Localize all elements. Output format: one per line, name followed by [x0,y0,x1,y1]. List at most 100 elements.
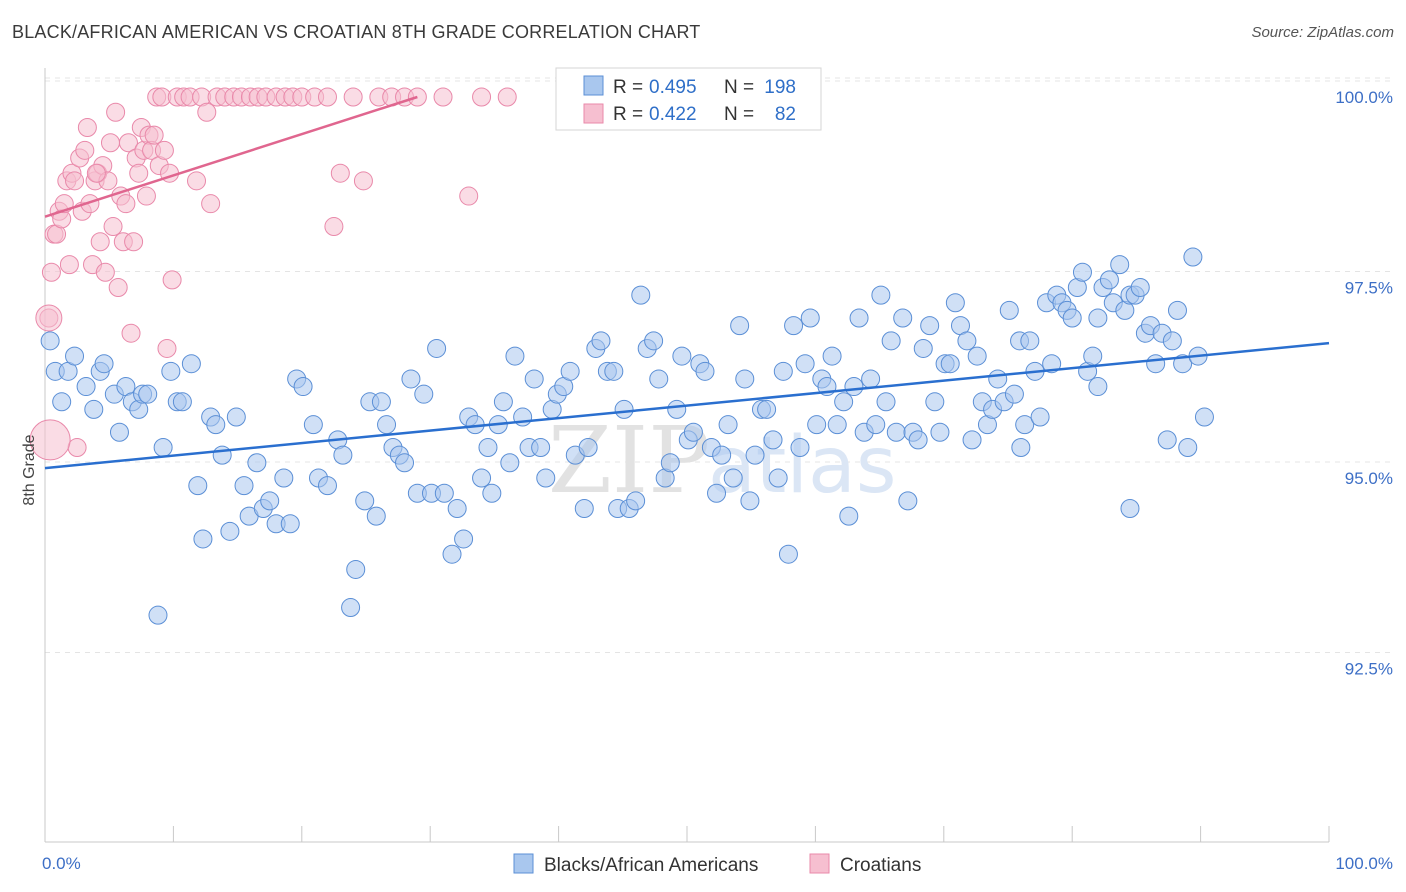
x-tick-label-0: 0.0% [42,854,81,873]
point-blacks-54 [401,369,421,389]
point-croatians-20 [90,232,110,252]
trend-lines [44,95,1330,470]
legend-r-label-1: R = [613,77,643,98]
point-blacks-76 [536,468,556,488]
legend-r-value-1: 0.495 [649,77,697,98]
point-blacks-139 [893,308,913,328]
point-croatians-45 [154,140,174,160]
point-blacks-184 [1130,278,1150,297]
point-blacks-130 [844,377,864,397]
point-blacks-26 [212,445,232,465]
point-blacks-99 [672,346,692,366]
series-croatians-points [29,87,517,461]
point-blacks-189 [1157,430,1177,450]
point-croatians-8 [59,255,79,275]
point-blacks-56 [414,384,434,404]
y-tick-label-0: 100.0% [1335,88,1393,107]
point-croatians-31 [118,133,138,153]
point-blacks-157 [988,369,1008,389]
point-blacks-2 [52,392,72,412]
bottom-legend-label-croatians: Croatians [840,855,921,876]
point-blacks-111 [740,491,760,511]
point-blacks-198 [1011,438,1031,458]
point-blacks-23 [193,529,213,549]
point-croatians-77 [433,87,453,107]
point-blacks-20 [172,392,192,412]
point-blacks-112 [745,445,765,465]
point-blacks-176 [1088,308,1108,328]
point-blacks-109 [730,316,750,336]
point-blacks-140 [898,491,918,511]
point-blacks-82 [574,498,594,518]
point-blacks-117 [773,361,793,381]
point-blacks-44 [341,598,361,618]
point-blacks-85 [591,331,611,351]
point-blacks-36 [280,514,300,534]
point-croatians-33 [124,232,144,252]
point-blacks-163 [1020,331,1040,351]
point-blacks-103 [695,361,715,381]
point-blacks-137 [881,331,901,351]
point-blacks-165 [1030,407,1050,427]
point-croatians-24 [100,133,120,153]
point-croatians-52 [187,171,207,191]
point-blacks-119 [784,316,804,336]
point-blacks-65 [472,468,492,488]
point-blacks-22 [188,476,208,496]
point-blacks-15 [138,384,158,404]
point-blacks-126 [822,346,842,366]
trend-line-blacks [44,341,1330,470]
point-blacks-67 [482,483,502,503]
point-blacks-110 [735,369,755,389]
y-tick-label-3: 92.5% [1345,660,1393,679]
point-croatians-16 [80,194,100,214]
point-croatians-79 [472,87,492,107]
point-blacks-31 [247,453,267,473]
legend-n-value-1: 198 [764,77,796,98]
point-blacks-199 [1088,377,1108,397]
point-blacks-28 [226,407,246,427]
point-croatians-10 [65,171,85,191]
point-blacks-192 [1173,354,1193,374]
point-blacks-178 [1099,270,1119,290]
point-croatians-11 [67,438,87,458]
point-blacks-4 [65,346,85,366]
point-blacks-193 [1178,438,1198,458]
point-blacks-61 [447,498,467,518]
point-blacks-49 [371,392,391,412]
point-blacks-66 [478,438,498,458]
point-blacks-148 [940,354,960,374]
point-croatians-1 [41,262,61,282]
point-blacks-0 [40,331,60,351]
series-blacks-points [40,247,1214,625]
point-croatians-70 [330,163,350,183]
point-blacks-122 [800,308,820,328]
point-croatians-69 [324,217,344,237]
point-blacks-123 [807,415,827,435]
point-blacks-48 [366,506,386,526]
point-blacks-50 [377,415,397,435]
point-blacks-159 [999,300,1019,320]
point-blacks-41 [317,476,337,496]
point-blacks-62 [454,529,474,549]
point-croatians-55 [201,194,221,214]
point-croatians-22 [95,262,115,282]
point-blacks-133 [861,369,881,389]
point-blacks-175 [1083,346,1103,366]
bottom-legend-swatch-croatians [809,853,830,874]
point-blacks-92 [631,285,651,305]
point-blacks-75 [531,438,551,458]
point-blacks-53 [395,453,415,473]
legend-n-label-1: N = [724,77,754,98]
point-croatians-32 [121,323,141,343]
point-croatians-46 [157,338,177,358]
point-blacks-25 [206,415,226,435]
point-blacks-43 [333,445,353,465]
legend-r-value-2: 0.422 [649,104,697,125]
point-blacks-171 [1062,308,1082,328]
trend-line-croatians [44,95,418,218]
point-blacks-108 [723,468,743,488]
point-blacks-144 [920,316,940,336]
bottom-legend-swatch-blacks [513,853,534,874]
